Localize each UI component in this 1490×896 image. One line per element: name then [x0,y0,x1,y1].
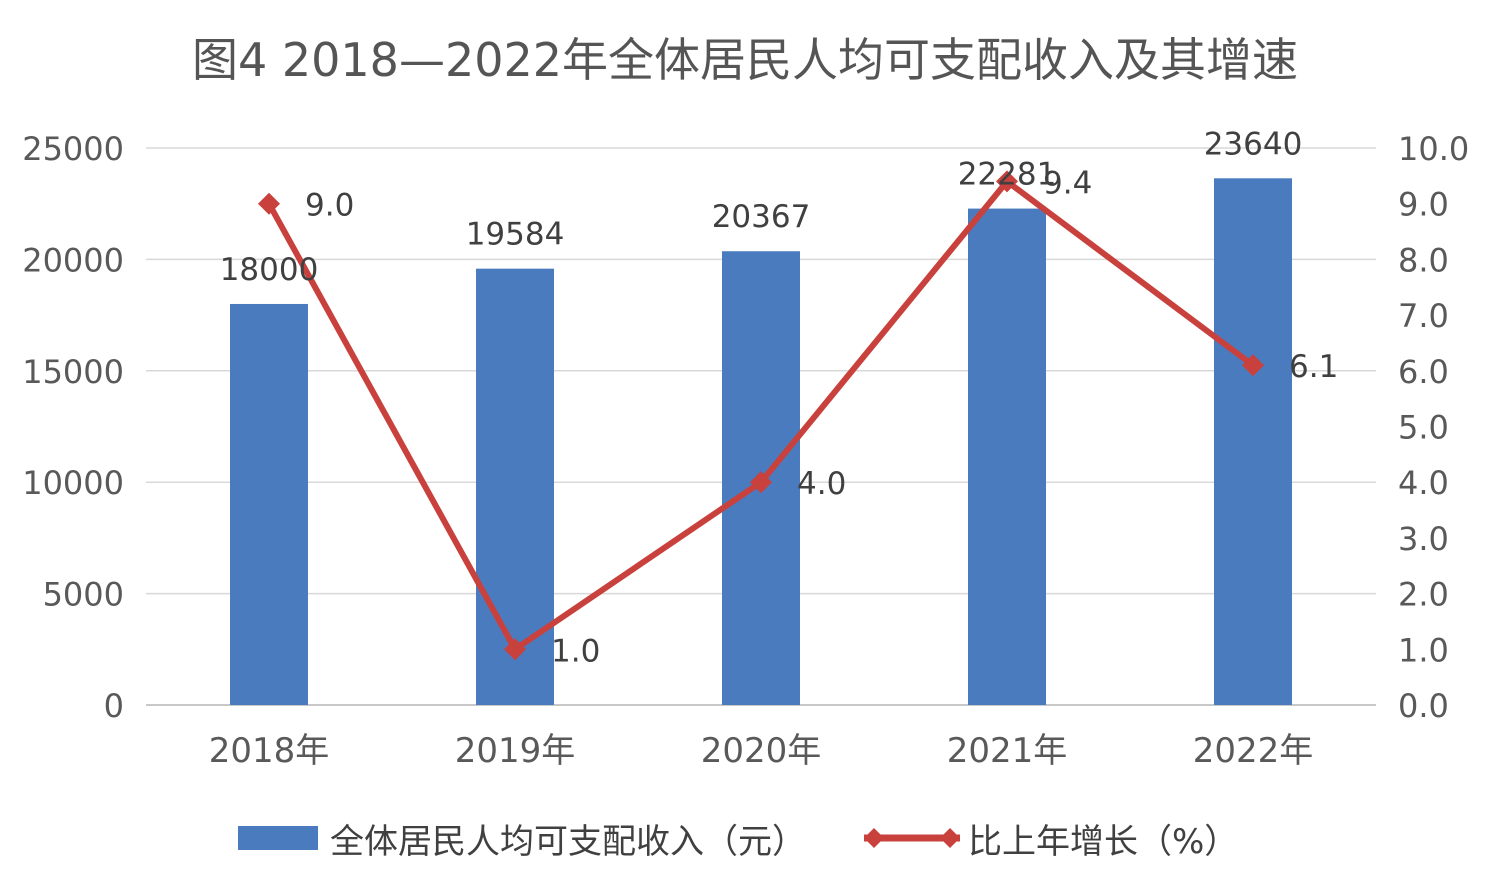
y-right-tick-label: 5.0 [1398,409,1449,447]
legend-label-income: 全体居民人均可支配收入（元） [330,822,806,862]
x-tick-label: 2019年 [455,731,576,771]
bar-data-label: 20367 [712,199,811,235]
bar-data-label: 23640 [1204,126,1303,162]
x-tick-label: 2021年 [947,731,1068,771]
y-right-tick-label: 6.0 [1398,353,1449,391]
legend-label-growth: 比上年增长（%） [968,822,1238,862]
y-right-tick-label: 9.0 [1398,186,1449,224]
y-left-tick-label: 25000 [22,130,124,168]
y-right-tick-label: 7.0 [1398,297,1449,335]
growth-marker [996,170,1018,193]
bar-data-label: 18000 [220,252,319,288]
y-right-tick-label: 2.0 [1398,576,1449,614]
growth-data-label: 9.0 [305,188,354,224]
y-right-tick-label: 1.0 [1398,631,1449,669]
y-right-tick-label: 10.0 [1398,130,1469,168]
legend-swatch-growth-marker-left [864,828,884,848]
legend-swatch-income [238,826,318,850]
x-tick-label: 2022年 [1193,731,1314,771]
y-left-tick-label: 10000 [22,464,124,502]
bar [1214,178,1292,706]
y-left-tick-label: 15000 [22,353,124,391]
legend: 全体居民人均可支配收入（元） 比上年增长（%） [238,822,1238,862]
chart-title: 图4 2018—2022年全体居民人均可支配收入及其增速 [192,33,1298,87]
x-tick-label: 2018年 [209,731,330,771]
growth-marker [1242,354,1264,377]
bar-data-label: 19584 [466,217,565,253]
y-right-tick-label: 8.0 [1398,241,1449,279]
y-left-tick-label: 0 [104,687,124,725]
bar-data-label: 22281 [958,157,1057,193]
y-right-tick-label: 4.0 [1398,464,1449,502]
growth-data-label: 9.4 [1043,165,1092,201]
y-left-tick-label: 5000 [43,576,124,614]
y-right-tick-label: 3.0 [1398,520,1449,558]
growth-data-label: 6.1 [1289,349,1338,385]
growth-data-label: 1.0 [551,633,600,669]
growth-data-label: 4.0 [797,466,846,502]
growth-marker [258,192,280,215]
y-right-tick-label: 0.0 [1398,687,1449,725]
legend-swatch-growth-marker-right [940,828,960,848]
growth-marker [750,471,772,494]
bar [968,208,1046,705]
growth-marker [504,638,526,661]
y-left-tick-label: 20000 [22,241,124,279]
x-tick-label: 2020年 [701,731,822,771]
bar [230,303,308,705]
